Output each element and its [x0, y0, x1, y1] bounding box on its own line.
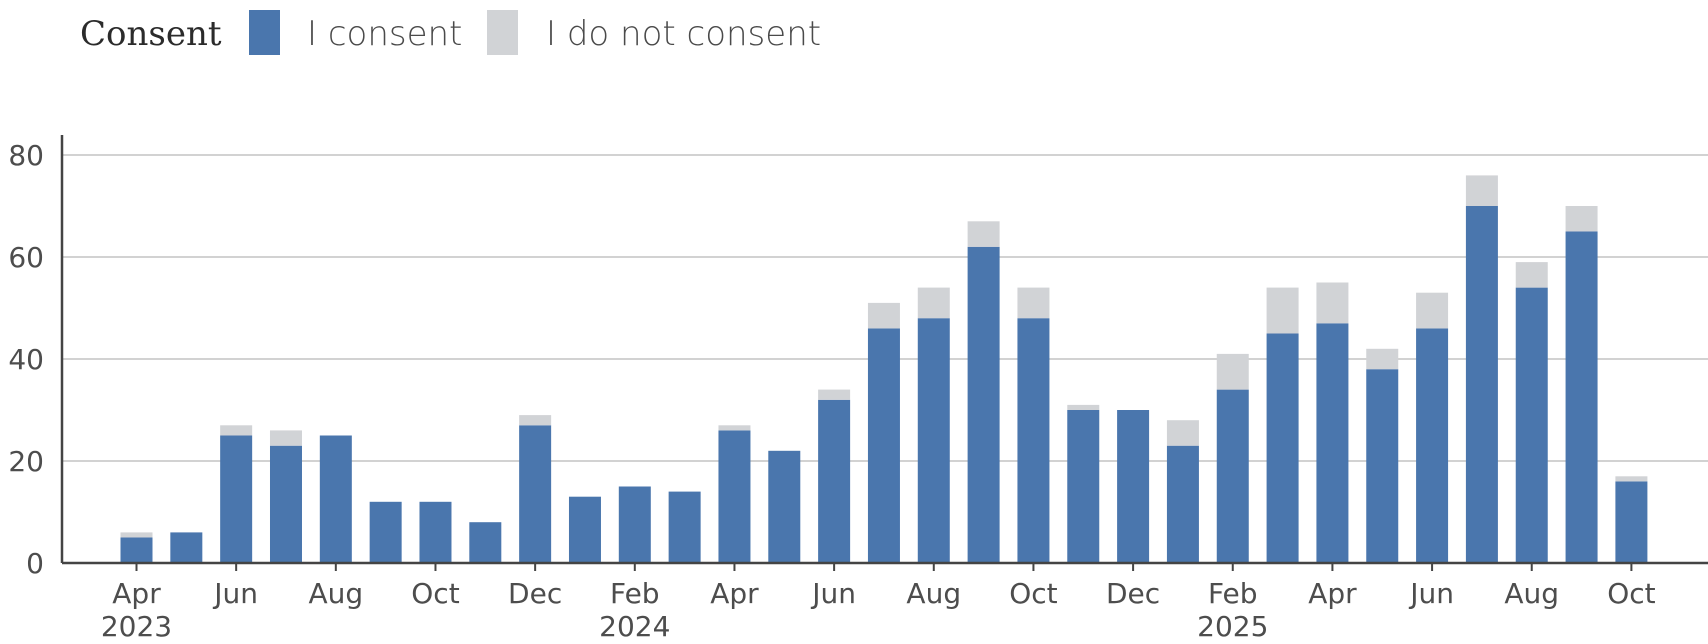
x-tick-month: Apr	[112, 577, 161, 610]
bar-consent-2023-05	[170, 532, 203, 563]
bar-no-consent-2025-07	[1465, 175, 1498, 206]
bar-consent-2024-06	[818, 399, 851, 563]
bar-no-consent-2023-07	[269, 430, 302, 446]
bar-consent-2025-05	[1366, 369, 1399, 563]
x-tick-month: Dec	[508, 577, 562, 610]
bar-no-consent-2024-04	[718, 425, 751, 431]
bar-consent-2024-11	[1067, 410, 1100, 563]
bar-consent-2023-04	[120, 537, 153, 563]
bar-consent-2025-04	[1316, 323, 1349, 563]
bar-consent-2024-02	[618, 486, 651, 563]
bar-consent-2023-11	[469, 522, 502, 563]
bar-consent-2024-08	[917, 318, 950, 563]
legend-swatch-no-consent	[487, 10, 518, 55]
bar-consent-2023-10	[419, 501, 452, 563]
bar-no-consent-2025-04	[1316, 282, 1349, 324]
bar-no-consent-2024-07	[867, 302, 900, 329]
bar-no-consent-2025-02	[1216, 353, 1249, 390]
y-tick-label: 60	[8, 241, 44, 274]
bar-no-consent-2023-12	[519, 415, 552, 426]
y-tick-label: 0	[26, 547, 44, 580]
x-tick-year: 2024	[599, 610, 670, 643]
x-tick-month: Feb	[1208, 577, 1258, 610]
bar-consent-2025-08	[1515, 287, 1548, 563]
bar-consent-2025-01	[1166, 445, 1199, 563]
bar-consent-2024-05	[768, 450, 801, 563]
x-tick-year: 2023	[101, 610, 172, 643]
x-tick-month: Oct	[1009, 577, 1057, 610]
x-tick-year: 2025	[1197, 610, 1268, 643]
x-tick-month: Oct	[1607, 577, 1655, 610]
x-tick-month: Jun	[1408, 577, 1454, 610]
legend-label-no-consent: I do not consent	[546, 14, 821, 54]
y-tick-label: 20	[8, 445, 44, 478]
legend: Consent I consent I do not consent	[80, 10, 821, 55]
x-tick-month: Apr	[1308, 577, 1357, 610]
y-tick-label: 40	[8, 343, 44, 376]
bar-no-consent-2025-10	[1615, 476, 1648, 482]
x-tick-month: Oct	[411, 577, 459, 610]
y-ticks: 0 20 40 60 80	[8, 139, 44, 580]
x-tick-month: Aug	[1504, 577, 1559, 610]
bar-consent-2023-12	[519, 425, 552, 563]
bar-no-consent-2023-04	[120, 532, 153, 538]
bar-no-consent-2025-09	[1565, 206, 1598, 232]
bar-consent-2024-07	[867, 328, 900, 563]
bar-consent-2024-12	[1117, 410, 1150, 563]
bar-consent-2025-06	[1416, 328, 1449, 563]
bar-consent-2024-01	[568, 496, 601, 563]
bar-consent-2023-09	[369, 501, 402, 563]
bar-no-consent-2025-03	[1266, 287, 1299, 334]
bar-consent-2024-10	[1017, 318, 1050, 563]
bar-consent-2024-03	[668, 491, 701, 563]
x-tick-month: Dec	[1106, 577, 1160, 610]
bar-no-consent-2025-01	[1166, 420, 1199, 446]
bar-consent-2024-09	[967, 246, 1000, 564]
bar-no-consent-2024-06	[818, 389, 851, 400]
x-tick-month: Aug	[906, 577, 961, 610]
x-tick-month: Apr	[710, 577, 759, 610]
bar-no-consent-2025-06	[1416, 292, 1449, 329]
bar-consent-2023-08	[319, 435, 352, 563]
legend-label-consent: I consent	[307, 14, 462, 54]
bar-no-consent-2024-10	[1017, 287, 1050, 319]
bar-no-consent-2023-06	[220, 425, 253, 436]
bar-no-consent-2024-08	[917, 287, 950, 319]
x-tick-month: Aug	[308, 577, 363, 610]
bar-consent-2023-07	[269, 445, 302, 563]
bars	[120, 175, 1648, 564]
x-tick-month: Jun	[212, 577, 258, 610]
legend-swatch-consent	[249, 10, 280, 55]
y-tick-label: 80	[8, 139, 44, 172]
bar-no-consent-2024-09	[967, 221, 1000, 247]
x-tick-month: Jun	[810, 577, 856, 610]
bar-consent-2024-04	[718, 430, 751, 563]
bar-no-consent-2025-05	[1366, 348, 1399, 370]
bar-consent-2025-09	[1565, 231, 1598, 563]
bar-consent-2025-07	[1465, 206, 1498, 563]
bar-no-consent-2024-11	[1067, 404, 1100, 410]
bar-consent-2025-03	[1266, 333, 1299, 563]
legend-title: Consent	[80, 14, 222, 54]
bar-consent-2025-02	[1216, 389, 1249, 563]
bar-no-consent-2025-08	[1515, 262, 1548, 288]
x-tick-month: Feb	[610, 577, 660, 610]
bar-consent-2025-10	[1615, 481, 1648, 563]
bar-consent-2023-06	[220, 435, 253, 563]
